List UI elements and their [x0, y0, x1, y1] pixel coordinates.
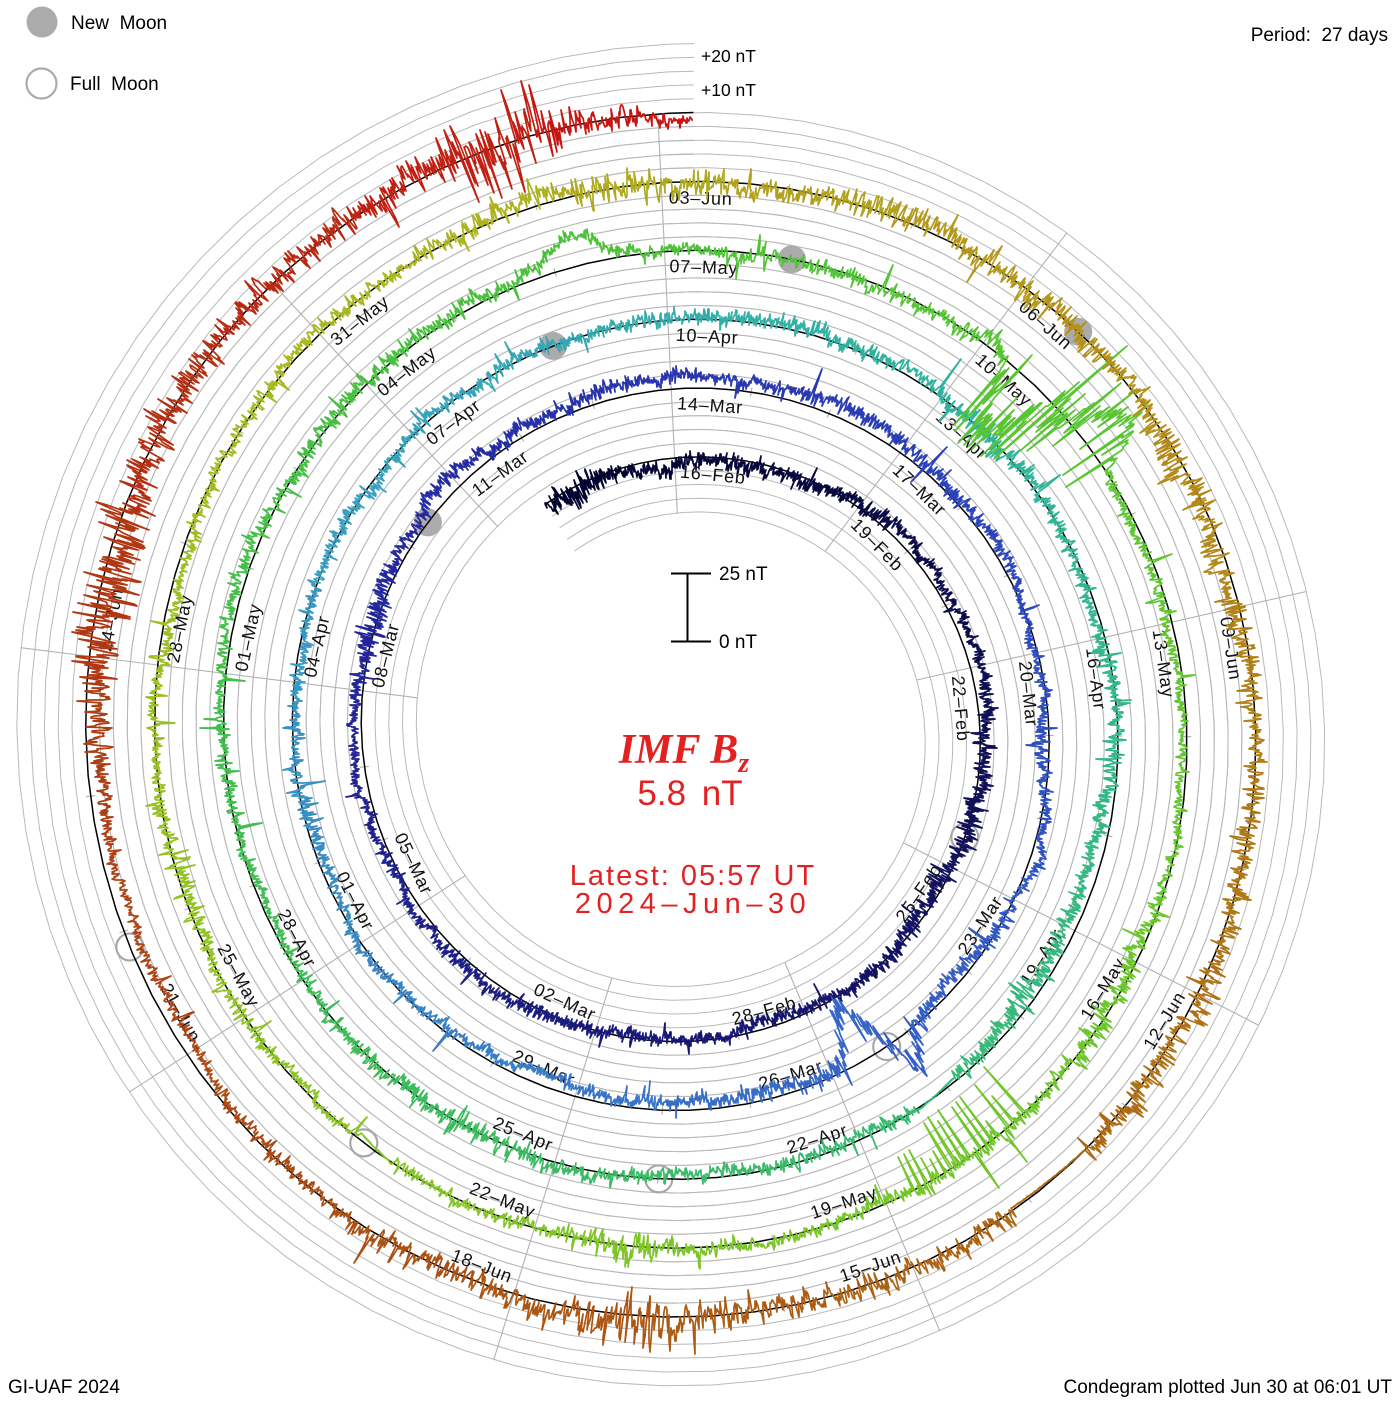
svg-text:GI-UAF 2024: GI-UAF 2024: [8, 1377, 120, 1398]
svg-text:Condegram plotted Jun 30 at 06: Condegram plotted Jun 30 at 06:01 UT: [1064, 1377, 1393, 1398]
svg-text:Full Moon: Full Moon: [70, 74, 159, 95]
svg-text:2024–Jun–30: 2024–Jun–30: [575, 888, 811, 920]
svg-text:IMF Bz: IMF Bz: [618, 727, 749, 779]
svg-text:New Moon: New Moon: [71, 13, 167, 34]
svg-text:10–Apr: 10–Apr: [675, 325, 739, 348]
svg-text:+10 nT: +10 nT: [701, 80, 756, 100]
svg-text:25 nT: 25 nT: [719, 564, 768, 585]
svg-text:Period: 27 days: Period: 27 days: [1251, 25, 1388, 46]
svg-text:+20 nT: +20 nT: [701, 46, 756, 66]
svg-text:5.8 nT: 5.8 nT: [637, 774, 742, 813]
svg-text:0 nT: 0 nT: [719, 632, 757, 653]
